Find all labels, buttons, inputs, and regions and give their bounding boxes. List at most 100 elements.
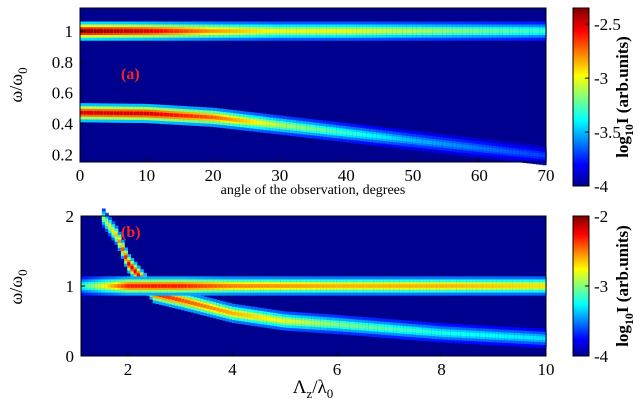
band-1-segment xyxy=(409,328,414,333)
band-2-segment xyxy=(522,284,527,288)
band-1-segment xyxy=(293,29,297,33)
band-2-segment xyxy=(476,146,481,150)
band-2-segment xyxy=(226,117,231,121)
band-1-segment xyxy=(169,29,174,33)
band-2-segment xyxy=(169,113,174,117)
panel-a: 0 10 20 30 40 50 60 70 0.2 0.4 0.6 0.8 1 (a) angle of … xyxy=(6,7,636,198)
band-1-segment xyxy=(392,29,397,33)
band-2-segment xyxy=(80,110,84,115)
band-2-segment xyxy=(359,132,364,137)
band-2-segment xyxy=(109,111,114,115)
x-axis-label-main: Λ xyxy=(293,377,307,398)
band-2-segment xyxy=(233,118,238,122)
band-2-segment xyxy=(149,111,154,116)
band-2-segment xyxy=(386,284,391,288)
band-2-segment xyxy=(186,114,191,118)
band-1-segment xyxy=(190,301,195,305)
band-1-segment xyxy=(485,333,490,338)
band-2-segment xyxy=(183,113,188,118)
band-1-segment xyxy=(426,29,431,33)
band-1-segment xyxy=(536,336,541,340)
band-2-segment xyxy=(433,284,437,288)
band-2-segment xyxy=(350,284,354,288)
x-axis-label-mid: /λ xyxy=(312,377,327,398)
band-1-segment xyxy=(193,302,198,306)
band-2-segment xyxy=(313,127,317,131)
band-1-segment xyxy=(376,29,381,33)
band-2-segment xyxy=(403,284,408,288)
y-tick-label: 0.4 xyxy=(52,115,74,134)
band-2-segment xyxy=(116,111,121,115)
band-1-segment xyxy=(368,325,373,329)
band-1-segment xyxy=(117,239,122,244)
band-2-segment xyxy=(472,145,477,150)
y-tick-label: 0.2 xyxy=(52,145,73,164)
band-2-segment xyxy=(363,284,368,288)
band-2-segment xyxy=(393,284,398,288)
band-1-segment xyxy=(506,29,510,33)
band-1-segment xyxy=(542,29,547,33)
band-2-segment xyxy=(360,284,364,288)
band-1-segment xyxy=(276,318,281,322)
band-1-segment xyxy=(231,311,236,316)
band-2-segment xyxy=(94,284,99,288)
band-1-segment xyxy=(482,333,487,337)
band-1-segment xyxy=(103,29,108,33)
band-2-segment xyxy=(379,134,384,139)
band-2-segment xyxy=(227,284,232,288)
band-1-segment xyxy=(469,29,474,33)
band-1-segment xyxy=(196,29,201,33)
band-2-segment xyxy=(326,284,331,288)
band-1-segment xyxy=(495,334,500,338)
band-1-segment xyxy=(130,265,135,270)
y-tick-label: 0.8 xyxy=(52,53,73,72)
band-1-segment xyxy=(419,29,424,33)
band-2-segment xyxy=(243,284,248,288)
band-2-segment xyxy=(496,284,501,288)
band-1-segment xyxy=(511,334,515,339)
band-2-segment xyxy=(259,121,264,125)
y-axis-label-main: ω/ xyxy=(6,86,26,103)
y-axis-label-symbol: ω xyxy=(6,74,26,86)
band-1-segment xyxy=(236,29,241,33)
band-1-segment xyxy=(526,335,531,340)
band-2-segment xyxy=(293,284,298,288)
band-2-segment xyxy=(217,284,222,288)
band-1-segment xyxy=(187,300,192,305)
band-2-segment xyxy=(239,118,244,123)
band-2-segment xyxy=(146,111,151,116)
band-1-segment xyxy=(292,319,296,324)
band-2-segment xyxy=(506,149,510,154)
band-2-segment xyxy=(280,284,285,288)
band-2-segment xyxy=(270,284,275,288)
band-1-segment xyxy=(499,29,504,33)
band-2-segment xyxy=(346,131,351,135)
band-2-segment xyxy=(369,133,374,138)
band-2-segment xyxy=(103,111,108,115)
band-1-segment xyxy=(163,29,168,33)
band-1-segment xyxy=(108,224,113,229)
band-2-segment xyxy=(409,138,414,143)
band-2-segment xyxy=(283,284,288,288)
band-2-segment xyxy=(399,284,404,288)
band-1-segment xyxy=(168,295,173,300)
band-1-segment xyxy=(301,320,306,325)
band-1-segment xyxy=(346,323,350,328)
band-1-segment xyxy=(516,29,520,33)
band-1-segment xyxy=(256,29,261,33)
band-1-segment xyxy=(436,29,441,33)
band-2-segment xyxy=(163,112,168,117)
band-1-segment xyxy=(233,29,238,33)
band-1-segment xyxy=(317,321,322,326)
band-1-segment xyxy=(529,29,534,33)
band-1-segment xyxy=(519,29,524,33)
band-2-segment xyxy=(319,128,324,132)
band-1-segment xyxy=(429,29,434,33)
band-2-segment xyxy=(180,284,185,288)
band-2-segment xyxy=(509,150,514,154)
band-1-segment xyxy=(243,29,248,33)
band-1-segment xyxy=(133,269,138,274)
band-2-segment xyxy=(449,284,454,288)
band-1-segment xyxy=(203,304,208,309)
band-1-segment xyxy=(539,29,544,33)
